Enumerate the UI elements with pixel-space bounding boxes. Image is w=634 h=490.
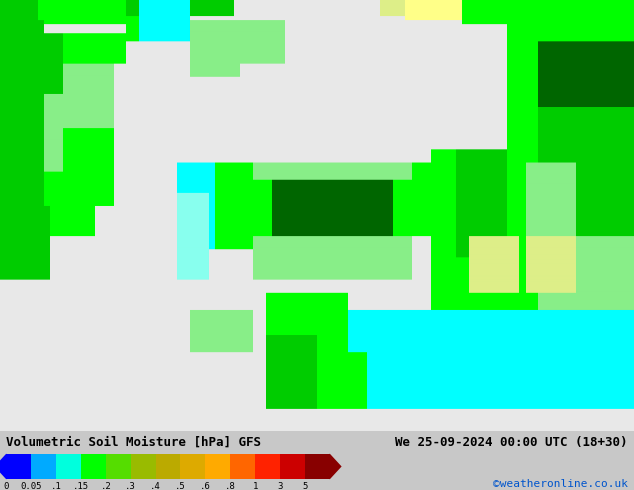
Polygon shape [255,454,280,479]
Polygon shape [81,454,106,479]
Text: We 25-09-2024 00:00 UTC (18+30): We 25-09-2024 00:00 UTC (18+30) [395,436,628,449]
Polygon shape [131,454,155,479]
Text: 0.05: 0.05 [20,482,42,490]
Polygon shape [6,454,31,479]
Text: Volumetric Soil Moisture [hPa] GFS: Volumetric Soil Moisture [hPa] GFS [6,436,261,449]
Polygon shape [155,454,181,479]
Text: 1: 1 [252,482,258,490]
Text: .1: .1 [51,482,61,490]
Polygon shape [280,454,305,479]
Polygon shape [56,454,81,479]
Text: .4: .4 [150,482,161,490]
Text: .15: .15 [73,482,89,490]
Text: .5: .5 [175,482,186,490]
Polygon shape [205,454,230,479]
Polygon shape [31,454,56,479]
Polygon shape [305,454,330,479]
Text: 5: 5 [302,482,307,490]
Text: 3: 3 [277,482,283,490]
Polygon shape [330,454,342,479]
Text: ©weatheronline.co.uk: ©weatheronline.co.uk [493,479,628,489]
Polygon shape [181,454,205,479]
Text: .8: .8 [225,482,236,490]
Text: 0: 0 [4,482,9,490]
Polygon shape [106,454,131,479]
Polygon shape [0,454,6,479]
Text: .2: .2 [100,482,111,490]
Text: .3: .3 [126,482,136,490]
Text: .6: .6 [200,482,210,490]
Polygon shape [230,454,255,479]
